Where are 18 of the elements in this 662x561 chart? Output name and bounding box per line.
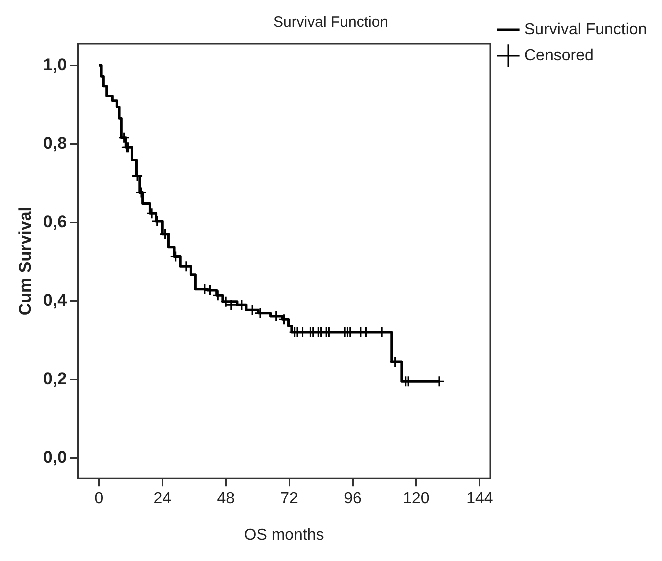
x-axis-title: OS months [244,526,324,544]
y-tick-label: 0,2 [43,369,68,388]
y-tick-label: 0,8 [43,134,68,153]
y-tick-label: 0,4 [43,290,68,310]
legend-label: Survival Function [524,21,648,38]
x-tick-label: 144 [466,490,494,508]
y-axis-title: Cum Survival [16,206,35,316]
x-tick-label: 48 [217,490,236,508]
x-tick-label: 120 [403,490,430,508]
chart-title: Survival Function [273,14,389,32]
x-tick-label: 0 [94,490,104,508]
x-tick-label: 96 [344,490,362,508]
x-tick-label: 24 [154,490,172,508]
y-tick-label: 0,6 [43,212,68,232]
y-tick-label: 0,0 [43,448,68,467]
legend-label: Censored [524,47,594,64]
x-tick-label: 72 [280,490,299,508]
y-tick-label: 1,0 [43,55,68,74]
